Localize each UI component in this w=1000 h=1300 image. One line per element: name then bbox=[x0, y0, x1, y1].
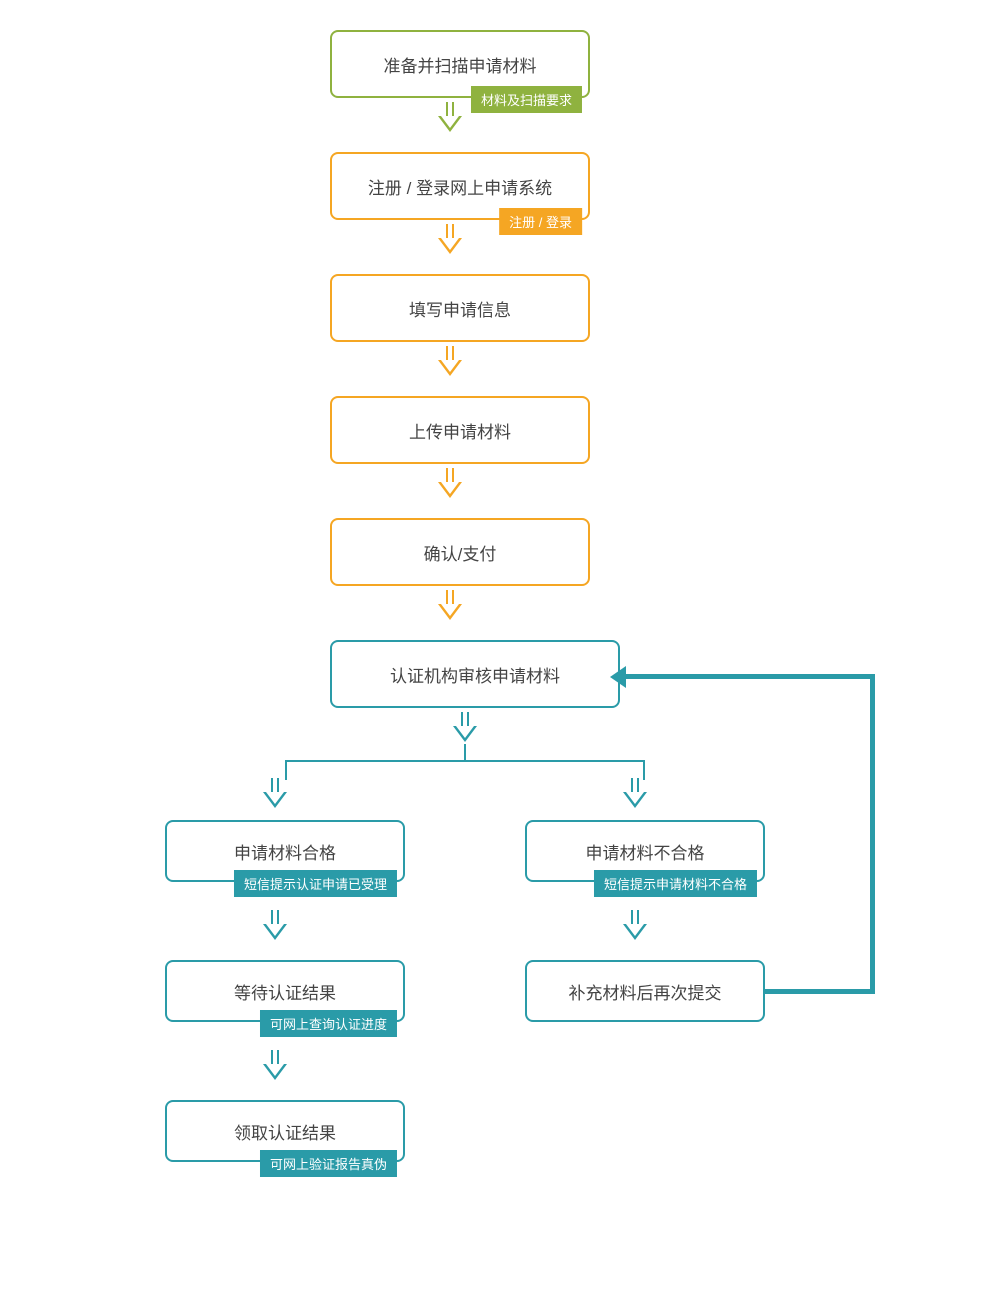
node-badge[interactable]: 短信提示认证申请已受理 bbox=[234, 870, 397, 897]
split-stem bbox=[464, 744, 466, 760]
flow-node-n4: 上传申请材料 bbox=[330, 396, 590, 464]
node-label: 确认/支付 bbox=[424, 540, 497, 565]
feedback-line bbox=[624, 674, 875, 679]
flow-node-n3: 填写申请信息 bbox=[330, 274, 590, 342]
node-label: 申请材料合格 bbox=[234, 839, 336, 864]
arrow-down-icon bbox=[625, 910, 645, 940]
node-label: 等待认证结果 bbox=[234, 979, 336, 1004]
arrow-down-icon bbox=[440, 102, 460, 132]
arrow-down-icon bbox=[455, 712, 475, 742]
feedback-line bbox=[870, 674, 875, 994]
split-connector bbox=[285, 760, 645, 780]
flow-node-n6: 认证机构审核申请材料 bbox=[330, 640, 620, 708]
arrow-down-icon bbox=[440, 346, 460, 376]
feedback-arrow-icon bbox=[610, 666, 626, 688]
arrow-down-icon bbox=[440, 224, 460, 254]
node-badge[interactable]: 可网上查询认证进度 bbox=[260, 1010, 397, 1037]
arrow-down-icon bbox=[265, 1050, 285, 1080]
node-label: 认证机构审核申请材料 bbox=[390, 662, 560, 687]
node-badge[interactable]: 注册 / 登录 bbox=[499, 208, 582, 235]
feedback-line bbox=[765, 989, 875, 994]
node-label: 注册 / 登录网上申请系统 bbox=[368, 174, 552, 199]
arrow-down-icon bbox=[440, 590, 460, 620]
arrow-down-icon bbox=[265, 910, 285, 940]
arrow-down-icon bbox=[265, 778, 285, 808]
node-label: 补充材料后再次提交 bbox=[569, 979, 722, 1004]
node-label: 上传申请材料 bbox=[409, 418, 511, 443]
node-badge[interactable]: 材料及扫描要求 bbox=[471, 86, 582, 113]
node-label: 领取认证结果 bbox=[234, 1119, 336, 1144]
node-label: 填写申请信息 bbox=[409, 296, 511, 321]
arrow-down-icon bbox=[625, 778, 645, 808]
flow-node-n5: 确认/支付 bbox=[330, 518, 590, 586]
node-badge[interactable]: 可网上验证报告真伪 bbox=[260, 1150, 397, 1177]
node-badge[interactable]: 短信提示申请材料不合格 bbox=[594, 870, 757, 897]
node-label: 准备并扫描申请材料 bbox=[384, 52, 537, 77]
arrow-down-icon bbox=[440, 468, 460, 498]
node-label: 申请材料不合格 bbox=[586, 839, 705, 864]
flow-node-n10: 补充材料后再次提交 bbox=[525, 960, 765, 1022]
